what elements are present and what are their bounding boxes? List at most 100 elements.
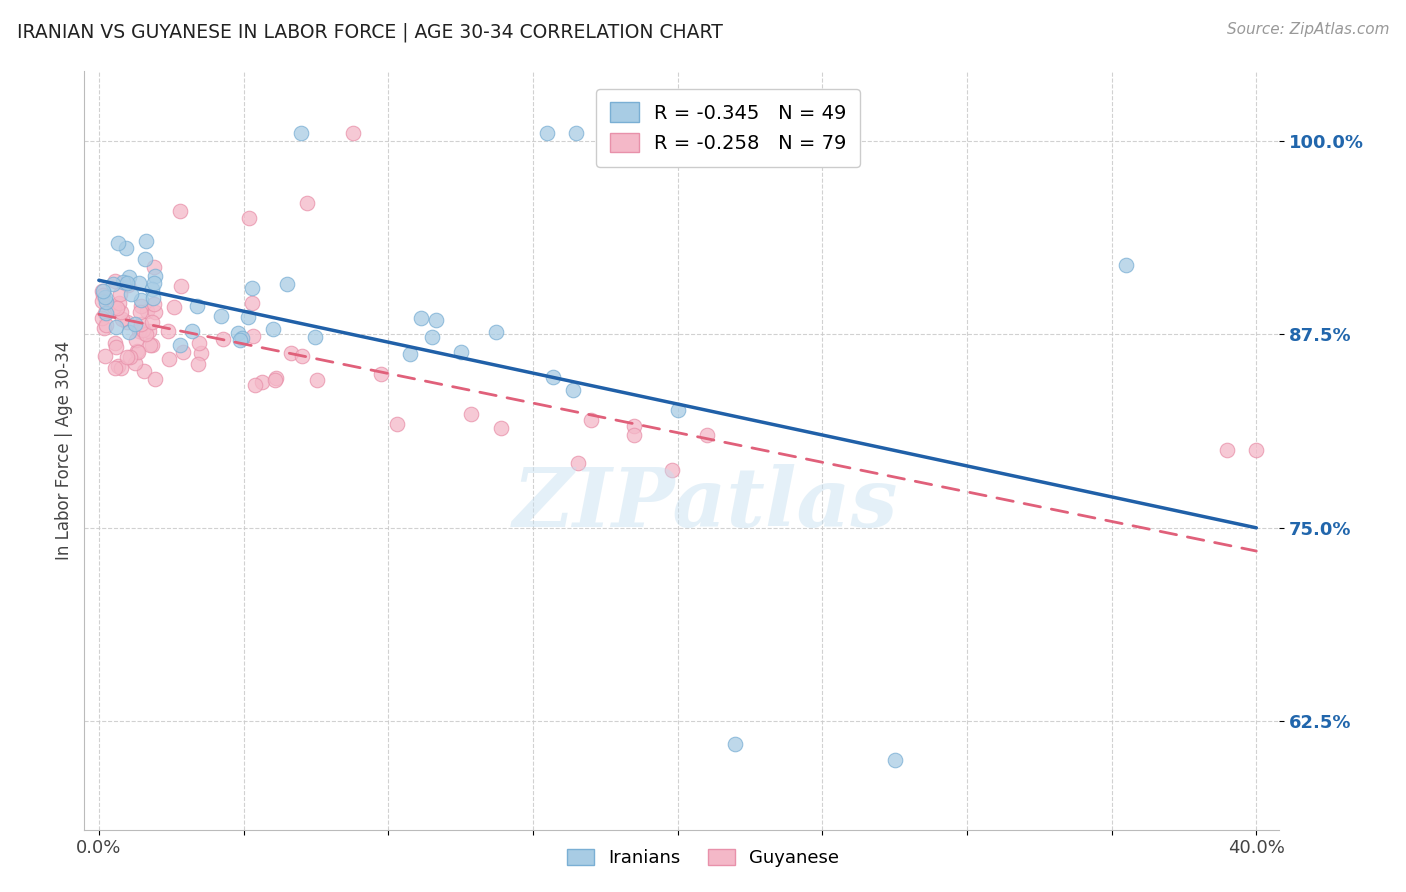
- Point: [661, 463, 683, 477]
- Point: [125, 333, 148, 347]
- Point: [485, 326, 508, 340]
- Point: [541, 369, 564, 384]
- Point: [93, 288, 115, 302]
- Point: [188, 335, 211, 350]
- Point: [94, 295, 117, 310]
- Point: [304, 330, 326, 344]
- Point: [124, 317, 146, 331]
- Point: [228, 334, 250, 348]
- Text: Source: ZipAtlas.com: Source: ZipAtlas.com: [1226, 22, 1389, 37]
- Point: [245, 378, 267, 392]
- Point: [118, 350, 141, 364]
- Point: [129, 318, 152, 332]
- Point: [136, 304, 159, 318]
- Point: [134, 326, 156, 340]
- Point: [108, 296, 131, 310]
- Point: [93, 321, 115, 335]
- Point: [143, 372, 166, 386]
- Point: [141, 338, 163, 352]
- Point: [240, 281, 263, 295]
- Point: [103, 277, 125, 291]
- Legend: R = -0.345   N = 49, R = -0.258   N = 79: R = -0.345 N = 49, R = -0.258 N = 79: [596, 88, 860, 167]
- Point: [157, 352, 180, 367]
- Point: [105, 319, 128, 334]
- Point: [290, 126, 312, 140]
- Point: [385, 417, 408, 431]
- Point: [141, 282, 163, 296]
- Point: [565, 126, 588, 140]
- Point: [94, 349, 117, 363]
- Point: [280, 346, 302, 360]
- Point: [91, 311, 114, 326]
- Point: [138, 325, 160, 339]
- Point: [187, 357, 209, 371]
- Point: [142, 260, 165, 274]
- Point: [141, 315, 163, 329]
- Point: [94, 318, 117, 333]
- Point: [127, 345, 149, 359]
- Point: [623, 418, 645, 433]
- Point: [131, 293, 153, 307]
- Point: [134, 252, 156, 266]
- Point: [1246, 443, 1268, 458]
- Point: [561, 383, 583, 397]
- Point: [172, 345, 194, 359]
- Y-axis label: In Labor Force | Age 30-34: In Labor Force | Age 30-34: [55, 341, 73, 560]
- Point: [240, 296, 263, 310]
- Point: [186, 299, 208, 313]
- Point: [623, 428, 645, 442]
- Point: [236, 310, 259, 324]
- Point: [108, 286, 131, 301]
- Point: [307, 373, 329, 387]
- Point: [104, 360, 127, 375]
- Point: [129, 305, 152, 319]
- Point: [163, 300, 186, 314]
- Point: [1115, 258, 1137, 272]
- Point: [263, 373, 285, 387]
- Point: [422, 330, 444, 344]
- Point: [238, 211, 260, 226]
- Point: [276, 277, 298, 291]
- Point: [120, 287, 142, 301]
- Point: [132, 323, 155, 337]
- Point: [103, 300, 125, 314]
- Point: [695, 428, 717, 442]
- Point: [139, 338, 162, 352]
- Point: [425, 313, 447, 327]
- Point: [111, 312, 134, 326]
- Point: [291, 349, 314, 363]
- Point: [91, 284, 114, 298]
- Point: [124, 356, 146, 370]
- Point: [128, 324, 150, 338]
- Point: [104, 340, 127, 354]
- Point: [567, 456, 589, 470]
- Point: [104, 274, 127, 288]
- Point: [460, 407, 482, 421]
- Point: [143, 304, 166, 318]
- Point: [450, 345, 472, 359]
- Point: [181, 324, 204, 338]
- Point: [143, 277, 166, 291]
- Point: [211, 332, 233, 346]
- Point: [125, 344, 148, 359]
- Point: [134, 364, 156, 378]
- Point: [190, 346, 212, 360]
- Point: [264, 371, 287, 385]
- Point: [536, 126, 558, 140]
- Point: [94, 290, 117, 304]
- Point: [262, 322, 284, 336]
- Point: [91, 285, 114, 299]
- Point: [411, 311, 433, 326]
- Point: [107, 359, 129, 373]
- Point: [489, 421, 512, 435]
- Point: [169, 203, 191, 218]
- Text: ZIPatlas: ZIPatlas: [513, 464, 898, 543]
- Point: [111, 275, 134, 289]
- Point: [117, 278, 139, 293]
- Point: [209, 309, 232, 323]
- Point: [370, 368, 392, 382]
- Point: [115, 277, 138, 291]
- Point: [295, 195, 318, 210]
- Point: [666, 403, 689, 417]
- Point: [110, 360, 132, 375]
